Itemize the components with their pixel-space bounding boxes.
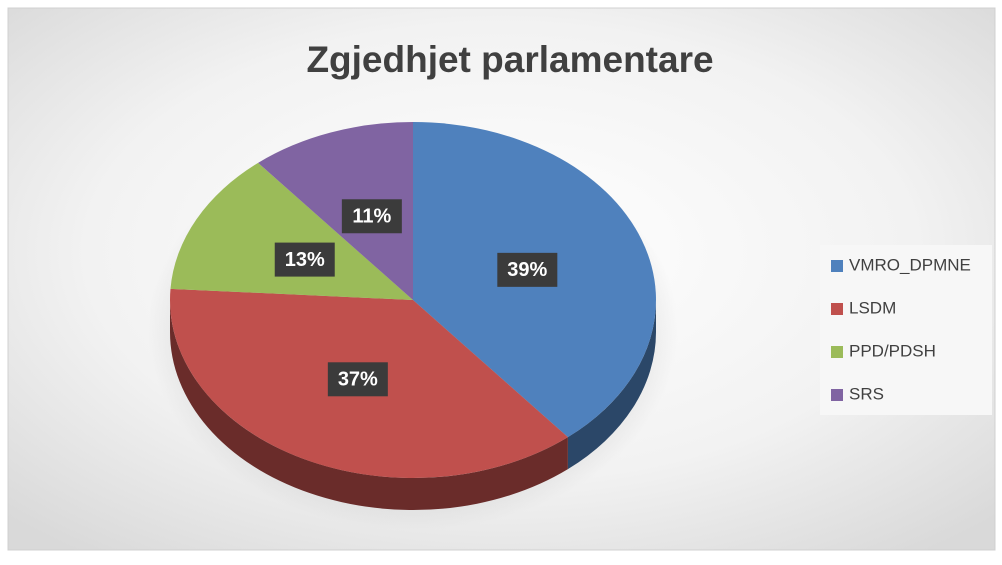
legend-label: VMRO_DPMNE: [849, 255, 971, 274]
legend-swatch: [831, 346, 843, 358]
legend-label: PPD/PDSH: [849, 341, 936, 360]
data-label-box: [341, 199, 402, 234]
data-label-box: [497, 252, 558, 287]
legend-swatch: [831, 303, 843, 315]
data-label: 13%: [285, 249, 325, 271]
data-label-box: [274, 242, 335, 277]
data-label: 37%: [338, 369, 378, 391]
legend-label: SRS: [849, 384, 884, 403]
pie-slice: [258, 122, 413, 300]
pie-slice-side: [170, 300, 568, 511]
data-label: 39%: [507, 259, 547, 281]
legend-swatch: [831, 260, 843, 272]
data-label: 11%: [352, 206, 391, 228]
pie-slice: [170, 162, 413, 300]
chart-title: Zgjedhjet parlamentare: [306, 39, 713, 80]
legend-label: LSDM: [849, 298, 896, 317]
legend-box: [820, 245, 992, 415]
pie-slice-side: [567, 300, 656, 470]
data-label-box: [327, 362, 388, 397]
legend-swatch: [831, 389, 843, 401]
